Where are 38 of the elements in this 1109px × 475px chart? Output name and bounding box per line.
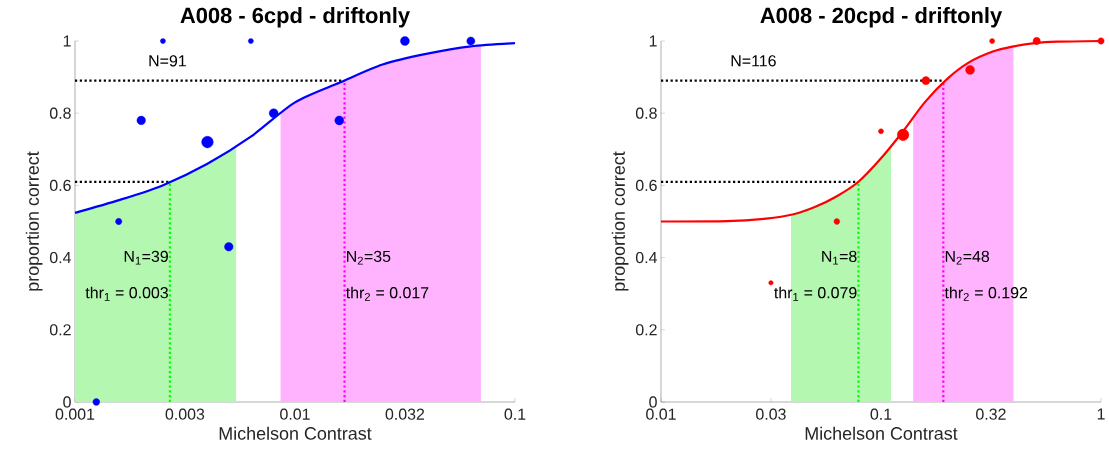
y-tick-label: 0.6: [49, 179, 71, 192]
x-tick-label: 0.03: [756, 408, 786, 420]
annotation: N$_{1}$=8: [822, 250, 857, 265]
x-axis-title: Michelson Contrast: [805, 426, 958, 440]
annotation: thr$_{2}$ = 0.017: [345, 286, 429, 301]
annotation: N=116: [731, 55, 776, 67]
y-tick-label: 0.8: [49, 107, 71, 119]
y-tick-label: 0: [649, 396, 657, 408]
y-tick-label: 1: [649, 35, 657, 47]
x-tick-label: 0.01: [646, 408, 676, 420]
x-tick-label: 0.32: [976, 408, 1006, 420]
x-tick-label: 0.1: [870, 408, 892, 420]
y-axis-title: proportion correct: [611, 151, 629, 291]
x-tick-label: 0.032: [385, 408, 425, 420]
x-tick-label: 0.001: [55, 408, 95, 420]
annotation: N$_{2}$=48: [945, 250, 990, 265]
y-tick-label: 0.4: [49, 251, 71, 264]
x-tick-label: 0.1: [504, 408, 526, 420]
y-axis-title: proportion correct: [25, 151, 43, 291]
y-tick-label: 1: [63, 35, 71, 47]
y-tick-label: 0: [63, 396, 71, 408]
x-tick-label: 0.003: [165, 408, 205, 420]
chart-title: A008 - 6cpd - driftonly: [180, 7, 410, 28]
annotation: N$_{1}$=39: [124, 250, 168, 265]
y-tick-label: 0.2: [635, 324, 657, 336]
x-tick-label: 1: [1097, 408, 1105, 420]
annotation: thr$_{1}$ = 0.003: [85, 286, 168, 301]
x-tick-label: 0.01: [280, 408, 310, 420]
x-axis-title: Michelson Contrast: [219, 426, 372, 440]
annotation: N=91: [149, 55, 186, 67]
y-tick-label: 0.8: [635, 107, 657, 119]
annotation: N$_{2}$=35: [347, 250, 391, 265]
annotation: thr$_{2}$ = 0.192: [944, 286, 1028, 301]
y-tick-label: 0.4: [635, 251, 658, 264]
annotation: thr$_{1}$ = 0.079: [774, 286, 857, 301]
chart-title: A008 - 20cpd - driftonly: [760, 7, 1003, 28]
y-tick-label: 0.6: [635, 179, 657, 192]
y-tick-label: 0.2: [49, 324, 71, 336]
